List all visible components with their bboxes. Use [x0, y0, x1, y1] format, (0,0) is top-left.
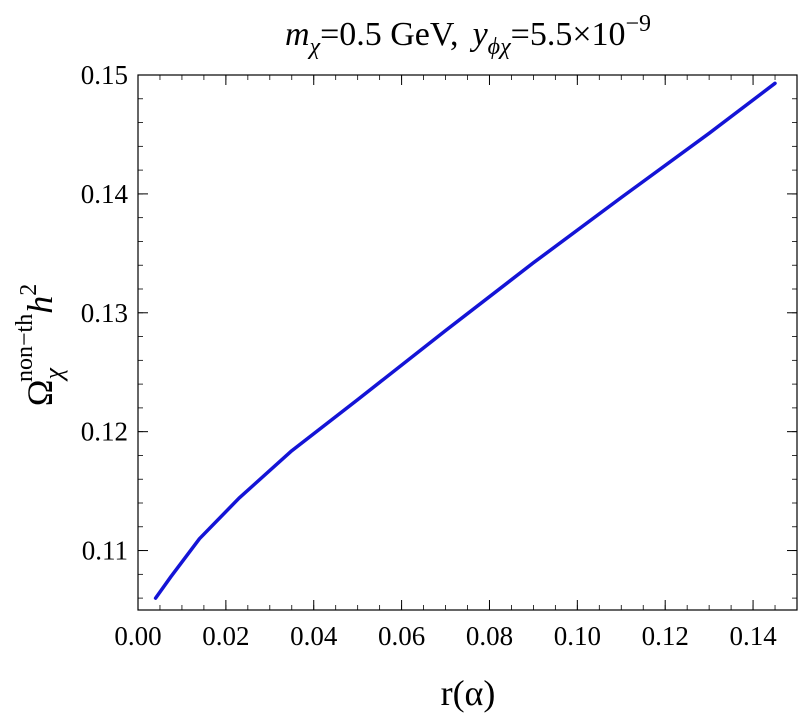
y-label-h: h — [20, 296, 60, 314]
plot-axes — [137, 74, 798, 611]
y-tick-label: 0.13 — [81, 298, 128, 328]
chart-title: mχ=0.5 GeV, yϕχ=5.5×10−9 — [285, 11, 651, 60]
y-tick-label: 0.14 — [81, 179, 129, 209]
title-mass-symbol: m — [285, 16, 310, 53]
axis-tick-labels: 0.00 0.02 0.04 0.06 0.08 0.10 0.12 0.14 0.11 0.12… — [81, 60, 777, 651]
title-mass-value: =0.5 GeV, — [320, 16, 459, 53]
y-axis-label: Ωχnon−thh2 — [12, 284, 68, 406]
y-label-h-exponent: 2 — [16, 284, 42, 296]
y-tick-label: 0.11 — [82, 536, 128, 566]
plot-frame — [137, 74, 798, 611]
y-tick-label: 0.15 — [81, 60, 128, 90]
x-tick-label: 0.00 — [114, 621, 161, 651]
x-tick-label: 0.04 — [290, 621, 338, 651]
axis-ticks — [137, 74, 798, 610]
title-mass-subscript: χ — [308, 34, 322, 60]
series-line-0 — [153, 81, 777, 600]
title-yukawa-value: =5.5×10 — [511, 16, 626, 53]
y-label-subscript: χ — [39, 367, 68, 382]
title-yukawa-exponent: −9 — [626, 11, 652, 37]
y-tick-label: 0.12 — [81, 417, 128, 447]
x-tick-label: 0.08 — [466, 621, 513, 651]
x-tick-label: 0.02 — [202, 621, 249, 651]
series-layer — [153, 81, 777, 600]
y-label-superscript: non−th — [12, 314, 38, 382]
title-yukawa-subscript: ϕχ — [488, 34, 512, 60]
y-label-omega: Ω — [20, 379, 60, 406]
title-yukawa-symbol: y — [470, 16, 489, 53]
x-tick-label: 0.12 — [642, 621, 689, 651]
x-tick-label: 0.06 — [378, 621, 425, 651]
x-tick-label: 0.14 — [729, 621, 777, 651]
x-axis-label: r(α) — [441, 673, 496, 713]
x-tick-label: 0.10 — [554, 621, 601, 651]
